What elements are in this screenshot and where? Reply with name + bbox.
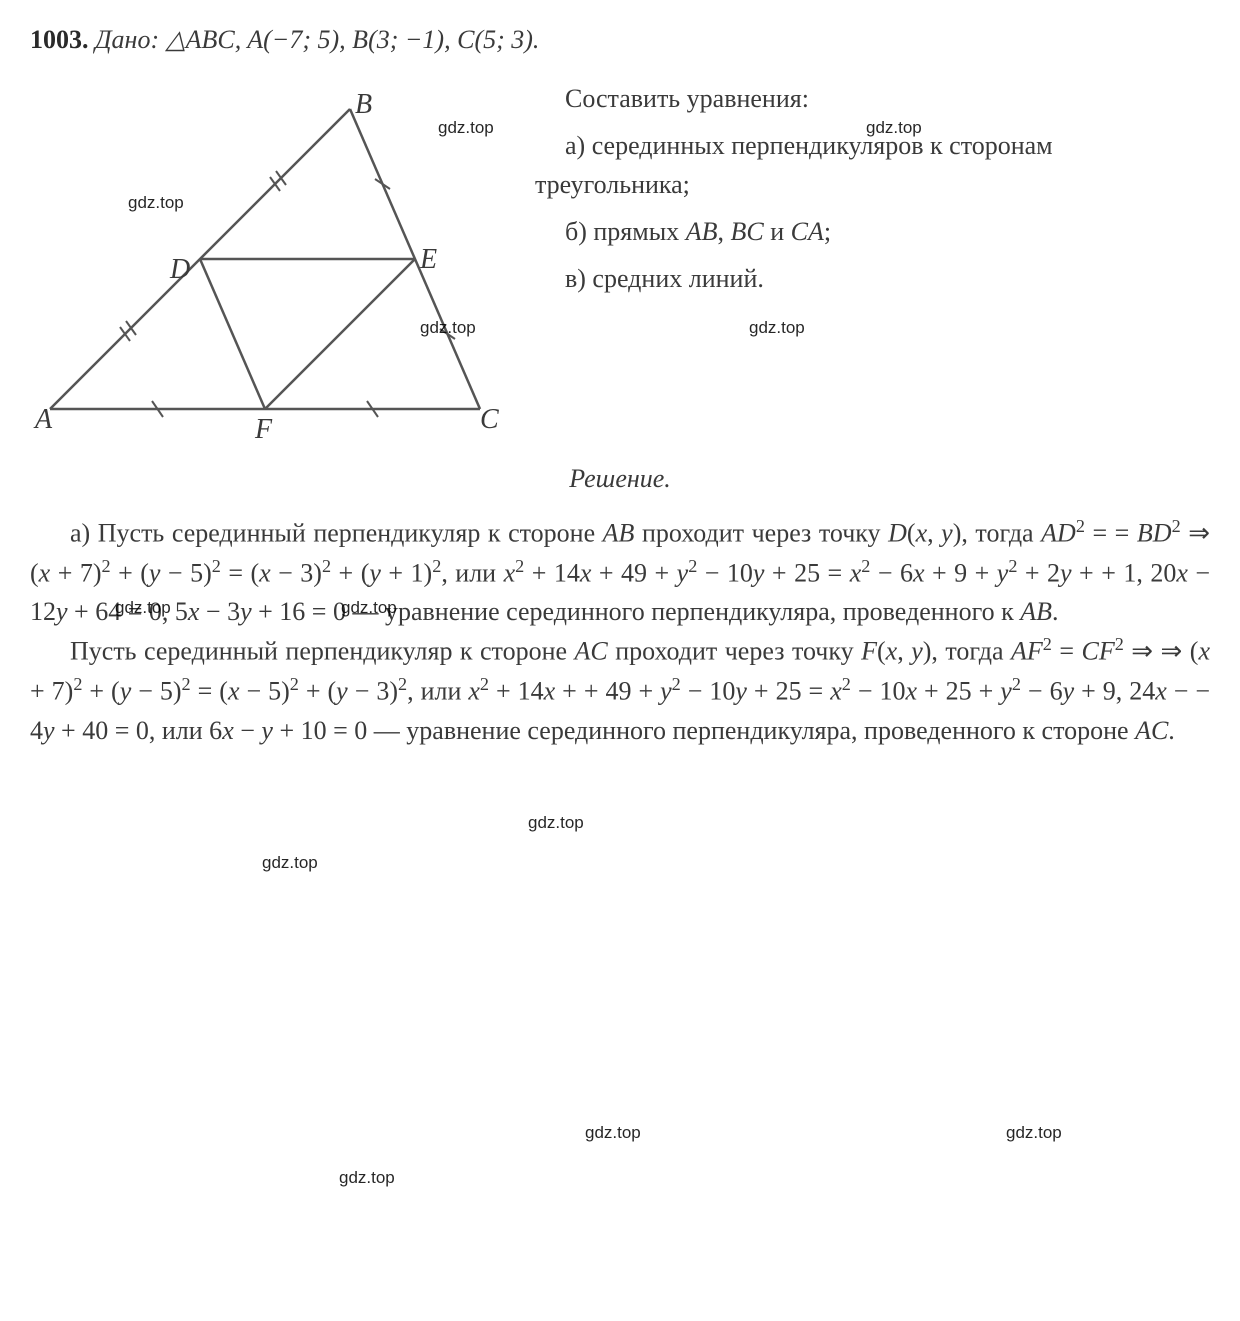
watermark: gdz.top	[585, 1120, 641, 1146]
given-content: △ABC, A(−7; 5), B(3; −1), C(5; 3).	[166, 25, 540, 54]
triangle-diagram: A B C D E F	[30, 79, 510, 439]
solution-body: а) Пусть серединный перпендикуляр к стор…	[30, 513, 1210, 750]
label-e: E	[420, 239, 437, 281]
top-section: A B C D E F Составить уравнения: а) сере…	[30, 79, 1210, 439]
watermark: gdz.top	[528, 810, 584, 836]
label-d: D	[170, 249, 190, 291]
problem-number: 1003.	[30, 25, 89, 54]
label-f: F	[255, 409, 272, 451]
tasks-container: Составить уравнения: а) серединных перпе…	[535, 79, 1210, 306]
task-c: в) средних линий.	[535, 259, 1210, 298]
solution-para-1: а) Пусть серединный перпендикуляр к стор…	[30, 513, 1210, 631]
task-b: б) прямых AB, BC и CA;	[535, 212, 1210, 251]
label-c: C	[480, 399, 499, 441]
given-label: Дано:	[95, 25, 159, 54]
solution-para-2: Пусть серединный перпендикуляр к стороне…	[30, 631, 1210, 749]
tasks-header: Составить уравнения:	[535, 79, 1210, 118]
given-line: 1003. Дано: △ABC, A(−7; 5), B(3; −1), C(…	[30, 20, 1210, 59]
label-b: B	[355, 84, 372, 126]
label-a: A	[35, 399, 52, 441]
task-a: а) серединных перпендикуляров к сторонам…	[535, 126, 1210, 204]
watermark: gdz.top	[1006, 1120, 1062, 1146]
watermark: gdz.top	[262, 850, 318, 876]
watermark: gdz.top	[339, 1165, 395, 1191]
solution-header: Решение.	[30, 459, 1210, 498]
